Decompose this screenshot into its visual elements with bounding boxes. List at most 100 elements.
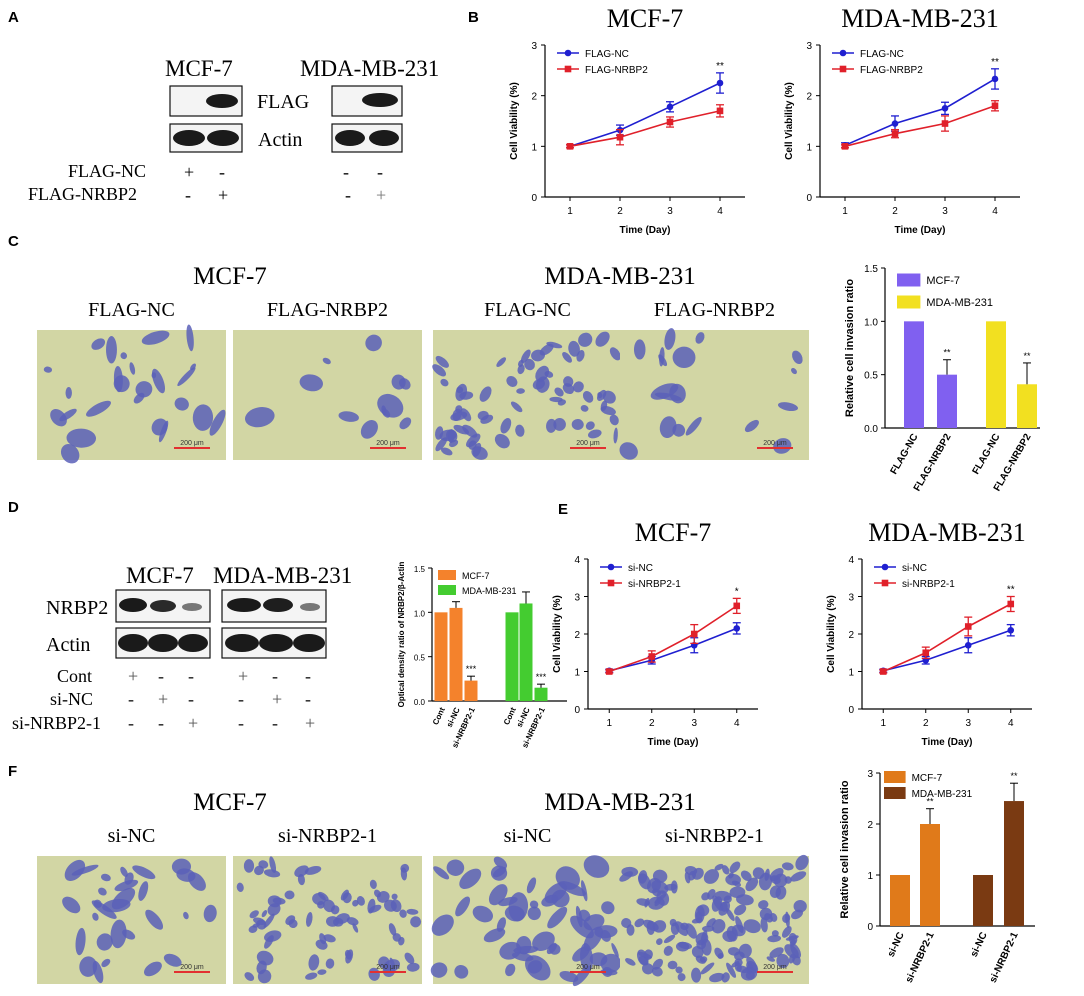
stained-cell bbox=[702, 925, 715, 932]
stained-cell bbox=[585, 421, 595, 430]
data-point bbox=[666, 103, 674, 111]
stained-cell bbox=[186, 324, 194, 352]
stained-cell bbox=[684, 865, 698, 876]
stained-cell bbox=[513, 945, 539, 954]
legend-label: si-NC bbox=[902, 563, 927, 574]
blot-a-sign: - bbox=[343, 162, 349, 182]
stained-cell bbox=[711, 919, 726, 934]
data-point bbox=[991, 75, 999, 83]
stained-cell bbox=[399, 417, 412, 430]
legend-swatch bbox=[884, 787, 906, 799]
stained-cell bbox=[652, 920, 667, 933]
stained-cell bbox=[383, 959, 400, 973]
stained-cell bbox=[406, 908, 419, 915]
y-tick-label: 1 bbox=[867, 871, 873, 882]
x-tick-label: 4 bbox=[717, 206, 723, 217]
stained-cell bbox=[504, 905, 525, 922]
stained-cell bbox=[151, 418, 168, 436]
stained-cell bbox=[75, 927, 86, 956]
blot-a-row-flag: FLAG bbox=[257, 91, 309, 113]
scale-bar-label: 200 μm bbox=[376, 964, 400, 971]
stained-cell bbox=[515, 424, 525, 437]
blot-d-sign: - bbox=[272, 666, 278, 686]
stained-cell bbox=[664, 328, 676, 350]
y-axis-label: Cell Viability (%) bbox=[509, 82, 520, 160]
stained-cell bbox=[113, 375, 130, 393]
y-tick-label: 3 bbox=[531, 41, 537, 52]
significance-mark: ** bbox=[1007, 585, 1015, 596]
blot-d-band bbox=[225, 634, 259, 652]
stained-cell bbox=[346, 917, 359, 926]
stained-cell bbox=[532, 378, 545, 390]
y-tick-label: 0.0 bbox=[864, 424, 878, 435]
significance-mark: ** bbox=[1023, 351, 1031, 361]
stained-cell bbox=[455, 896, 471, 917]
data-point bbox=[566, 143, 574, 150]
bar bbox=[449, 607, 463, 701]
blot-d-line-mda: MDA-MB-231 bbox=[213, 563, 352, 588]
stained-cell bbox=[766, 956, 776, 962]
blot-d-sign: - bbox=[128, 689, 134, 709]
stained-cell bbox=[85, 400, 112, 417]
series-line bbox=[569, 110, 721, 148]
data-point bbox=[716, 107, 724, 115]
x-tick-label: 3 bbox=[691, 718, 697, 729]
blot-d-sign: - bbox=[238, 689, 244, 709]
stained-cell bbox=[209, 409, 226, 436]
stained-cell bbox=[572, 965, 591, 987]
legend-label: si-NC bbox=[628, 563, 653, 574]
significance-mark: ** bbox=[1010, 771, 1018, 781]
stained-cell bbox=[706, 918, 716, 928]
blot-d-cond-si-nc: si-NC bbox=[50, 689, 93, 709]
stained-cell bbox=[721, 972, 730, 983]
y-tick-label: 0.5 bbox=[414, 654, 426, 663]
stained-cell bbox=[345, 949, 354, 964]
stained-cell bbox=[410, 916, 422, 928]
stained-cell bbox=[793, 899, 807, 913]
stained-cell bbox=[731, 880, 742, 887]
legend-label: FLAG-NC bbox=[585, 49, 629, 60]
stained-cell bbox=[663, 945, 673, 956]
y-tick-label: 2 bbox=[806, 92, 812, 103]
stained-cell bbox=[315, 939, 328, 950]
series-line bbox=[609, 627, 738, 672]
stained-cell bbox=[752, 867, 765, 880]
stained-cell bbox=[323, 899, 335, 913]
stained-cell bbox=[611, 942, 619, 958]
data-point bbox=[841, 143, 849, 150]
blot-a-cond-flag-nrbp2: FLAG-NRBP2 bbox=[28, 184, 137, 204]
stained-cell bbox=[562, 352, 572, 363]
stained-cell bbox=[700, 962, 715, 975]
y-axis-label: Cell Viability (%) bbox=[552, 595, 563, 673]
micro-line-title: MDA-MB-231 bbox=[544, 263, 695, 290]
blot-d-line-mcf7: MCF-7 bbox=[126, 563, 194, 588]
stained-cell bbox=[92, 960, 104, 984]
stained-cell bbox=[459, 868, 482, 890]
stained-cell bbox=[781, 862, 794, 871]
data-point bbox=[605, 668, 613, 675]
stained-cell bbox=[764, 868, 770, 881]
stained-cell bbox=[143, 961, 162, 977]
y-tick-label: 0 bbox=[848, 705, 854, 716]
stained-cell bbox=[575, 905, 583, 928]
stained-cell bbox=[580, 943, 593, 973]
series-line bbox=[844, 78, 996, 147]
bar bbox=[937, 374, 957, 428]
stained-cell bbox=[455, 383, 468, 402]
y-tick-label: 1.0 bbox=[864, 317, 878, 328]
data-point bbox=[666, 118, 674, 126]
y-tick-label: 3 bbox=[867, 769, 873, 780]
stained-cell bbox=[625, 958, 636, 966]
stained-cell bbox=[352, 923, 359, 933]
bar bbox=[973, 875, 993, 926]
stained-cell bbox=[110, 919, 127, 949]
stained-cell bbox=[400, 867, 408, 881]
y-tick-label: 0 bbox=[806, 193, 812, 204]
stained-cell bbox=[163, 953, 182, 967]
stained-cell bbox=[562, 383, 575, 395]
legend-marker bbox=[607, 579, 615, 587]
stained-cell bbox=[263, 869, 281, 878]
data-point bbox=[690, 630, 698, 638]
blot-a-line-mda: MDA-MB-231 bbox=[300, 56, 439, 81]
stained-cell bbox=[151, 372, 157, 379]
